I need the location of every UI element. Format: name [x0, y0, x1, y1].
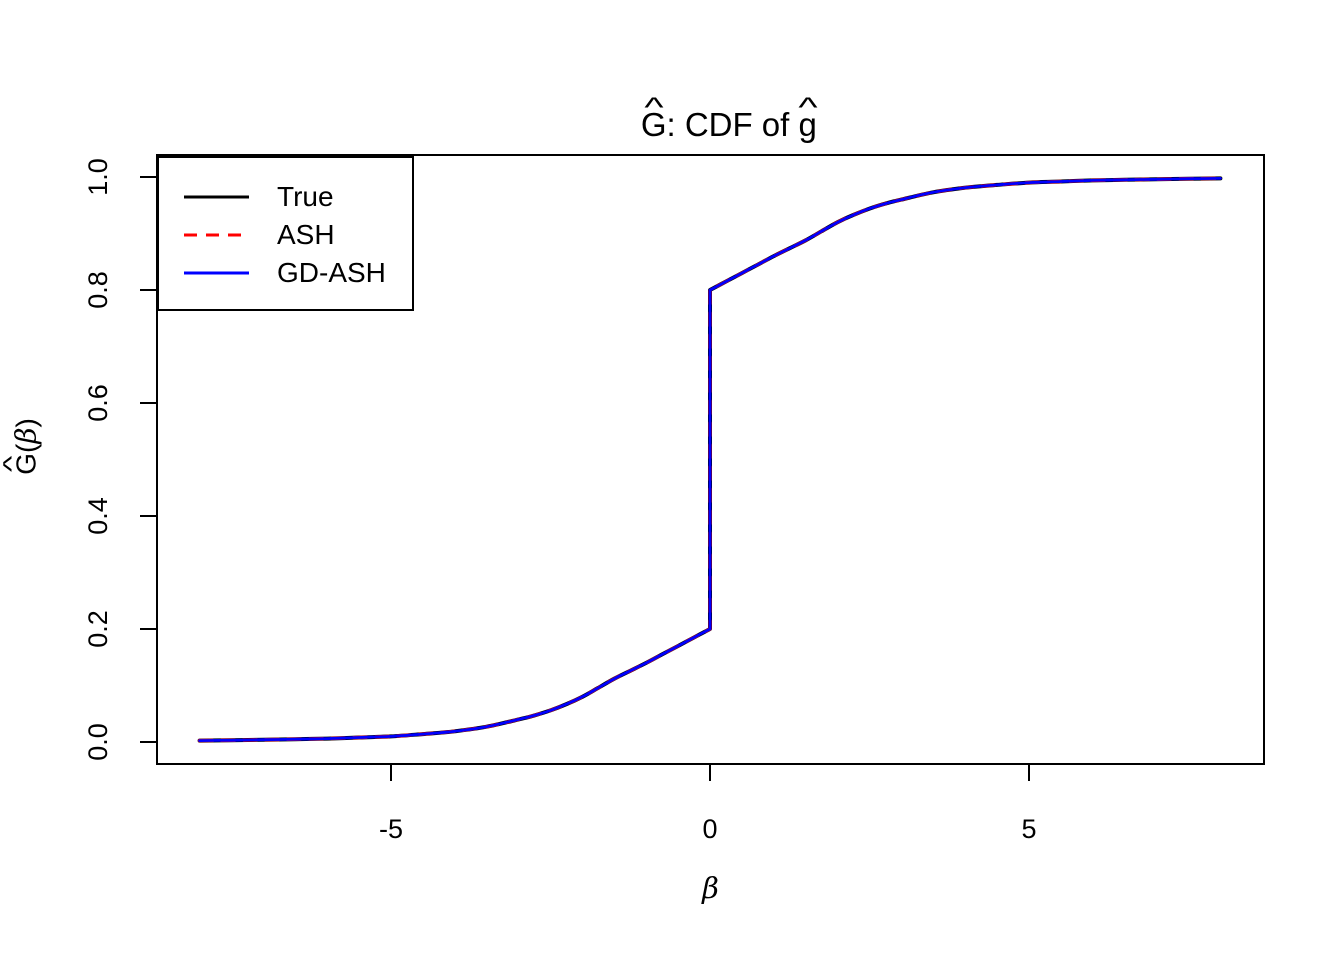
y-tick-label: 1.0 [83, 158, 113, 196]
title-letter-G: G [640, 105, 667, 143]
y-tick-label: 0.2 [83, 610, 113, 648]
legend-line-gd-ash [184, 271, 249, 275]
x-tick-label: -5 [379, 814, 403, 844]
title-g-hatstack: ^ g [798, 93, 817, 144]
title-letter-g: g [798, 105, 817, 143]
y-tick-label: 0.6 [83, 384, 113, 422]
legend-line-true [184, 195, 249, 199]
chart-title: ^ G: CDF of ^ g [157, 68, 1264, 182]
x-tick-label: 5 [1021, 814, 1036, 844]
legend-label-true: True [277, 181, 334, 212]
legend-item-true: True [159, 178, 412, 216]
legend-box: True ASH GD-ASH [157, 156, 414, 311]
y-tick-label: 0.8 [83, 271, 113, 309]
y-tick-label: 0.4 [83, 497, 113, 535]
title-G-hatstack: ^ G [640, 93, 667, 144]
xlabel-beta: β [702, 871, 719, 905]
legend-label-ash: ASH [277, 219, 335, 250]
hat-accent: ^ [798, 91, 818, 123]
legend-item-gd-ash: GD-ASH [159, 254, 412, 292]
y-tick-label: 0.0 [83, 723, 113, 761]
hat-accent: ^ [644, 91, 664, 123]
legend-line-ash [184, 233, 249, 237]
title-separator: : CDF of [666, 105, 799, 143]
x-axis-label: β [157, 871, 1264, 906]
x-tick-label: 0 [702, 814, 717, 844]
legend-label-gd-ash: GD-ASH [277, 257, 386, 288]
legend-item-ash: ASH [159, 216, 412, 254]
series-gd-ash-line [198, 177, 1222, 742]
